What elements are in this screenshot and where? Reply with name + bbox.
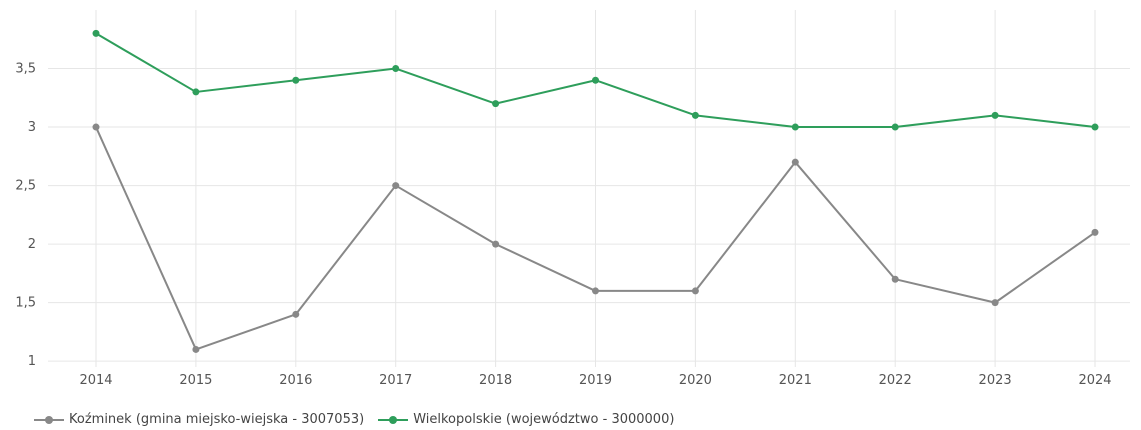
legend-item[interactable]: Koźminek (gmina miejsko-wiejska - 300705… (34, 412, 364, 427)
data-point[interactable] (392, 65, 400, 73)
data-point[interactable] (691, 111, 699, 119)
y-tick-label: 3,5 (15, 62, 36, 77)
data-point[interactable] (891, 275, 899, 283)
grid (48, 10, 1130, 367)
data-point[interactable] (791, 158, 799, 166)
data-point[interactable] (691, 287, 699, 295)
data-point[interactable] (592, 76, 599, 84)
x-tick-label: 2014 (79, 373, 112, 388)
data-point[interactable] (1091, 228, 1099, 236)
data-point[interactable] (392, 182, 400, 190)
y-tick-label: 1 (28, 354, 36, 369)
x-tick-label: 2021 (779, 373, 812, 388)
y-axis: 1 1,5 2 2,5 3 3,5 (15, 62, 36, 370)
y-tick-label: 2,5 (15, 179, 36, 194)
x-tick-label: 2018 (479, 373, 512, 388)
data-point[interactable] (991, 111, 999, 119)
legend-label: Wielkopolskie (województwo - 3000000) (413, 412, 675, 427)
x-tick-label: 2017 (379, 373, 412, 388)
data-point[interactable] (192, 88, 200, 96)
data-point[interactable] (991, 299, 999, 307)
data-point[interactable] (292, 76, 300, 84)
x-tick-label: 2015 (179, 373, 212, 388)
series-1 (92, 29, 1099, 131)
y-tick-label: 2 (28, 237, 36, 252)
legend-label: Koźminek (gmina miejsko-wiejska - 300705… (69, 412, 365, 427)
x-tick-label: 2019 (579, 373, 612, 388)
data-point[interactable] (1091, 123, 1099, 131)
y-tick-label: 3 (28, 120, 36, 135)
legend-swatch-icon (34, 415, 64, 425)
legend-item[interactable]: Wielkopolskie (województwo - 3000000) (378, 412, 674, 427)
x-tick-label: 2016 (279, 373, 312, 388)
x-tick-label: 2020 (679, 373, 712, 388)
line-chart: 1 1,5 2 2,5 3 3,5 2014 2015 2016 2017 2018 2019 202… (15, 10, 1130, 388)
data-point[interactable] (492, 100, 500, 108)
data-point[interactable] (92, 123, 100, 131)
x-tick-label: 2022 (879, 373, 912, 388)
data-point[interactable] (192, 345, 200, 353)
legend-swatch-icon (378, 415, 409, 425)
data-point[interactable] (891, 123, 899, 131)
data-point[interactable] (791, 123, 799, 131)
x-tick-label: 2023 (979, 373, 1012, 388)
series-group (92, 29, 1099, 353)
data-point[interactable] (592, 287, 599, 295)
data-point[interactable] (292, 310, 300, 318)
x-tick-label: 2024 (1078, 373, 1111, 388)
x-axis: 2014 2015 2016 2017 2018 2019 2020 2021 2022 2023… (79, 373, 1111, 388)
series-0 (92, 123, 1099, 353)
data-point[interactable] (492, 240, 500, 248)
y-tick-label: 1,5 (15, 296, 36, 311)
legend: Koźminek (gmina miejsko-wiejska - 300705… (34, 412, 688, 427)
data-point[interactable] (92, 29, 100, 37)
